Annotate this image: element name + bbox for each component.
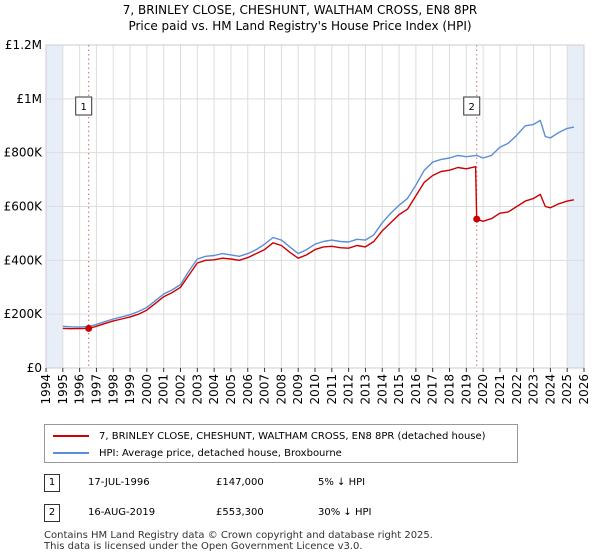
chart-subtitle: Price paid vs. HM Land Registry's House … (128, 19, 472, 33)
x-tick-label: 2022 (510, 374, 524, 405)
x-tick-label: 2010 (308, 374, 322, 405)
x-tick-label: 2012 (342, 374, 356, 405)
x-tick-label: 2023 (527, 374, 541, 405)
x-tick-label: 2016 (409, 374, 423, 405)
x-tick-label: 1997 (89, 374, 103, 405)
sale-label-text: 1 (81, 102, 87, 113)
sale-price: £147,000 (216, 477, 264, 488)
sale-marker-badge: 1 (44, 474, 60, 492)
sale-date: 16-AUG-2019 (88, 507, 156, 518)
footer: Contains HM Land Registry data © Crown c… (44, 530, 433, 552)
legend-label-hpi: HPI: Average price, detached house, Brox… (99, 447, 342, 459)
legend-label-property: 7, BRINLEY CLOSE, CHESHUNT, WALTHAM CROS… (99, 430, 486, 442)
sale-label-text: 2 (469, 102, 475, 113)
x-tick-label: 2020 (476, 374, 490, 405)
sale-hpi-comparison: 30% ↓ HPI (318, 507, 372, 518)
legend-swatch-hpi (53, 452, 89, 454)
x-tick-label: 1998 (106, 374, 120, 405)
x-tick-label: 1999 (123, 374, 137, 405)
x-tick-label: 2005 (224, 374, 238, 405)
x-tick-label: 2004 (207, 374, 221, 405)
sale-label-box (463, 96, 481, 116)
y-tick-label: £600K (4, 200, 44, 214)
y-tick-label: £200K (4, 307, 44, 321)
legend-swatch-property (53, 435, 89, 437)
chart-legend: 7, BRINLEY CLOSE, CHESHUNT, WALTHAM CROS… (44, 424, 518, 463)
x-tick-label: 1995 (56, 374, 70, 405)
x-tick-label: 2017 (426, 374, 440, 405)
y-tick-label: £1M (16, 92, 42, 106)
x-tick-label: 2014 (375, 374, 389, 405)
footer-copyright: Contains HM Land Registry data © Crown c… (44, 530, 433, 541)
chart-title: 7, BRINLEY CLOSE, CHESHUNT, WALTHAM CROS… (122, 3, 478, 17)
x-tick-label: 1994 (39, 374, 53, 405)
x-tick-label: 2021 (493, 374, 507, 405)
x-tick-label: 2024 (543, 374, 557, 405)
sale-point (85, 324, 93, 332)
y-tick-label: £400K (4, 253, 44, 267)
x-tick-label: 2018 (443, 374, 457, 405)
x-tick-label: 2002 (174, 374, 188, 405)
x-tick-label: 2001 (157, 374, 171, 405)
property-price-line (62, 166, 575, 330)
x-tick-label: 2013 (358, 374, 372, 405)
sale-marker-badge: 2 (44, 504, 60, 522)
y-tick-label: £0 (27, 361, 42, 375)
hpi-line (62, 119, 575, 328)
x-tick-label: 2003 (190, 374, 204, 405)
sale-hpi-comparison: 5% ↓ HPI (318, 477, 366, 488)
x-tick-label: 2000 (140, 374, 154, 405)
x-tick-label: 2006 (241, 374, 255, 405)
x-tick-label: 2007 (258, 374, 272, 405)
x-tick-label: 1996 (73, 374, 87, 405)
x-tick-label: 2026 (577, 374, 591, 405)
y-tick-label: £1.2M (5, 38, 42, 52)
footer-licence: This data is licensed under the Open Gov… (44, 541, 363, 552)
x-tick-label: 2008 (274, 374, 288, 405)
x-tick-label: 2009 (291, 374, 305, 405)
legend-item-hpi: HPI: Average price, detached house, Brox… (53, 445, 342, 461)
legend-item-property: 7, BRINLEY CLOSE, CHESHUNT, WALTHAM CROS… (53, 428, 486, 444)
x-tick-label: 2015 (392, 374, 406, 405)
sale-label-box (75, 96, 93, 116)
x-tick-label: 2025 (560, 374, 574, 405)
sale-date: 17-JUL-1996 (88, 477, 150, 488)
x-tick-label: 2019 (459, 374, 473, 405)
sale-price: £553,300 (216, 507, 264, 518)
y-tick-label: £800K (4, 146, 44, 160)
sale-point (473, 215, 481, 223)
x-tick-label: 2011 (325, 374, 339, 405)
